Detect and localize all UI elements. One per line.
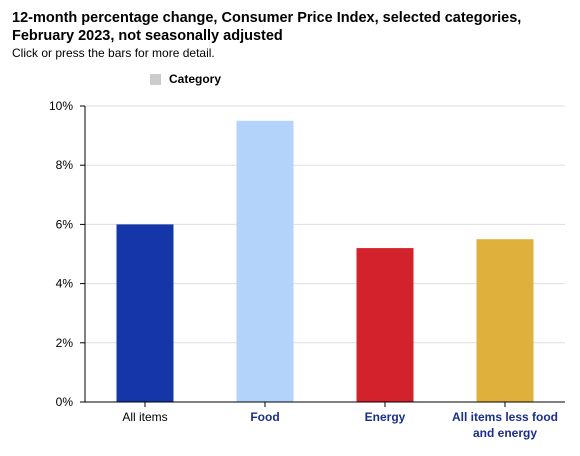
- bar-energy[interactable]: [356, 248, 414, 402]
- chart-title: 12-month percentage change, Consumer Pri…: [12, 10, 522, 44]
- x-category-label-line: All items less food: [452, 410, 558, 424]
- y-tick-label: 6%: [56, 217, 74, 231]
- legend-swatch: [150, 73, 161, 85]
- y-tick-label: 4%: [56, 277, 74, 291]
- x-category-label-line: Energy: [365, 410, 406, 424]
- x-category-label[interactable]: All items less food and energy: [452, 410, 558, 440]
- y-tick-label: 8%: [56, 158, 74, 172]
- y-tick-label: 0%: [56, 395, 74, 409]
- x-category-label-line: Food: [250, 410, 279, 424]
- legend-label: Category: [169, 72, 222, 86]
- x-category-label[interactable]: Food: [250, 410, 279, 424]
- x-category-label[interactable]: Energy: [365, 410, 406, 424]
- bar-all-items[interactable]: [116, 224, 174, 402]
- bar-food[interactable]: [236, 120, 294, 403]
- y-tick-label: 10%: [49, 99, 73, 113]
- bar-all-items-less-food-and-energy[interactable]: [476, 239, 534, 402]
- y-tick-label: 2%: [56, 336, 74, 350]
- chart-subtitle: Click or press the bars for more detail.: [12, 46, 215, 60]
- x-category-label: All items: [122, 410, 167, 424]
- x-category-label-line: and energy: [473, 426, 537, 440]
- x-category-label-line: All items: [122, 410, 167, 424]
- legend: Category: [150, 72, 221, 86]
